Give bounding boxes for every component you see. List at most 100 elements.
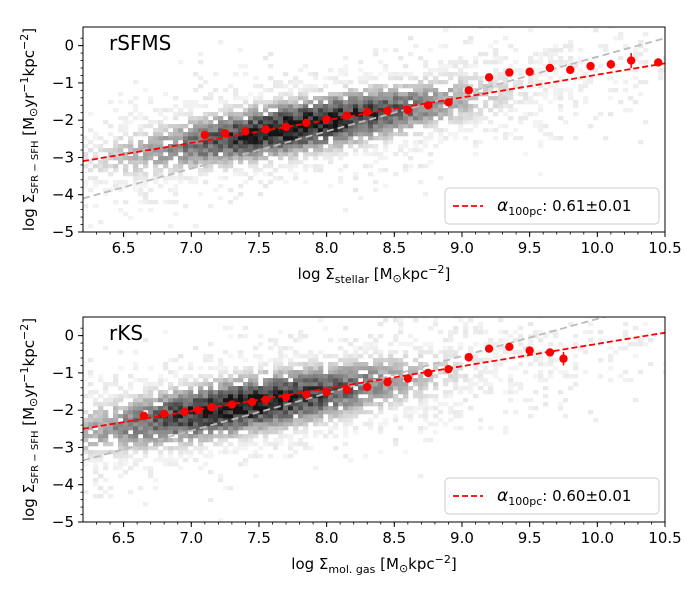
density-cell <box>338 152 344 157</box>
density-cell <box>198 52 204 57</box>
density-cell <box>643 32 649 37</box>
density-cell <box>118 156 124 161</box>
density-cell <box>583 330 589 335</box>
density-cell <box>348 92 354 97</box>
density-cell <box>238 402 244 407</box>
density-cell <box>298 120 304 125</box>
density-cell <box>293 350 299 355</box>
density-cell <box>353 394 359 399</box>
density-cell <box>263 56 269 61</box>
density-cell <box>318 152 324 157</box>
density-cell <box>368 426 374 431</box>
density-cell <box>148 414 154 419</box>
density-cell <box>558 406 564 411</box>
density-cell <box>253 96 259 101</box>
density-cell <box>338 68 344 73</box>
density-cell <box>293 144 299 149</box>
density-cell <box>123 442 129 447</box>
density-cell <box>298 378 304 383</box>
density-cell <box>253 136 259 141</box>
density-cell <box>308 112 314 117</box>
density-cell <box>348 418 354 423</box>
density-cell <box>348 370 354 375</box>
density-cell <box>378 112 384 117</box>
density-cell <box>83 152 89 157</box>
density-cell <box>263 426 269 431</box>
density-cell <box>93 450 99 455</box>
median-point <box>193 405 203 415</box>
density-cell <box>338 366 344 371</box>
density-cell <box>158 406 164 411</box>
density-cell <box>123 116 129 121</box>
density-cell <box>298 80 304 85</box>
density-cell <box>218 100 224 105</box>
density-cell <box>533 334 539 339</box>
density-cell <box>188 116 194 121</box>
density-cell <box>153 386 159 391</box>
density-cell <box>308 84 314 89</box>
density-cell <box>273 120 279 125</box>
density-cell <box>238 124 244 129</box>
density-cell <box>283 120 289 125</box>
density-cell <box>118 454 124 459</box>
density-cell <box>508 132 514 137</box>
density-cell <box>358 60 364 65</box>
density-cell <box>483 100 489 105</box>
density-cell <box>438 116 444 121</box>
density-cell <box>113 168 119 173</box>
density-cell <box>243 326 249 331</box>
density-cell <box>173 390 179 395</box>
density-cell <box>463 334 469 339</box>
density-cell <box>118 386 124 391</box>
density-cell <box>343 394 349 399</box>
density-cell <box>453 84 459 89</box>
density-cell <box>483 52 489 57</box>
density-cell <box>298 96 304 101</box>
density-cell <box>313 76 319 81</box>
density-cell <box>293 76 299 81</box>
density-cell <box>153 168 159 173</box>
density-cell <box>198 374 204 379</box>
x-tick-label: 10.0 <box>581 529 614 547</box>
density-cell <box>423 144 429 149</box>
density-cell <box>113 398 119 403</box>
density-cell <box>148 124 154 129</box>
density-cell <box>238 148 244 153</box>
density-cell <box>353 100 359 105</box>
density-cell <box>388 124 394 129</box>
density-cell <box>83 490 89 495</box>
density-cell <box>453 60 459 65</box>
density-cell <box>468 104 474 109</box>
density-cell <box>263 362 269 367</box>
density-cell <box>493 346 499 351</box>
density-cell <box>478 27 484 29</box>
density-cell <box>313 132 319 137</box>
density-cell <box>253 450 259 455</box>
density-cell <box>373 180 379 185</box>
density-cell <box>438 362 444 367</box>
density-cell <box>433 398 439 403</box>
density-cell <box>423 386 429 391</box>
density-cell <box>368 402 374 407</box>
density-cell <box>283 112 289 117</box>
density-cell <box>258 394 264 399</box>
density-cell <box>148 200 154 205</box>
density-cell <box>178 366 184 371</box>
density-cell <box>133 96 139 101</box>
density-cell <box>263 378 269 383</box>
density-cell <box>638 370 644 375</box>
density-cell <box>378 104 384 109</box>
density-cell <box>433 96 439 101</box>
median-point <box>261 125 270 134</box>
density-cell <box>173 430 179 435</box>
density-cell <box>138 398 144 403</box>
density-cell <box>423 60 429 65</box>
density-cell <box>218 386 224 391</box>
density-cell <box>523 346 529 351</box>
density-cell <box>398 398 404 403</box>
density-cell <box>103 390 109 395</box>
density-cell <box>223 426 229 431</box>
density-cell <box>223 104 229 109</box>
density-cell <box>128 394 134 399</box>
density-cell <box>293 354 299 359</box>
